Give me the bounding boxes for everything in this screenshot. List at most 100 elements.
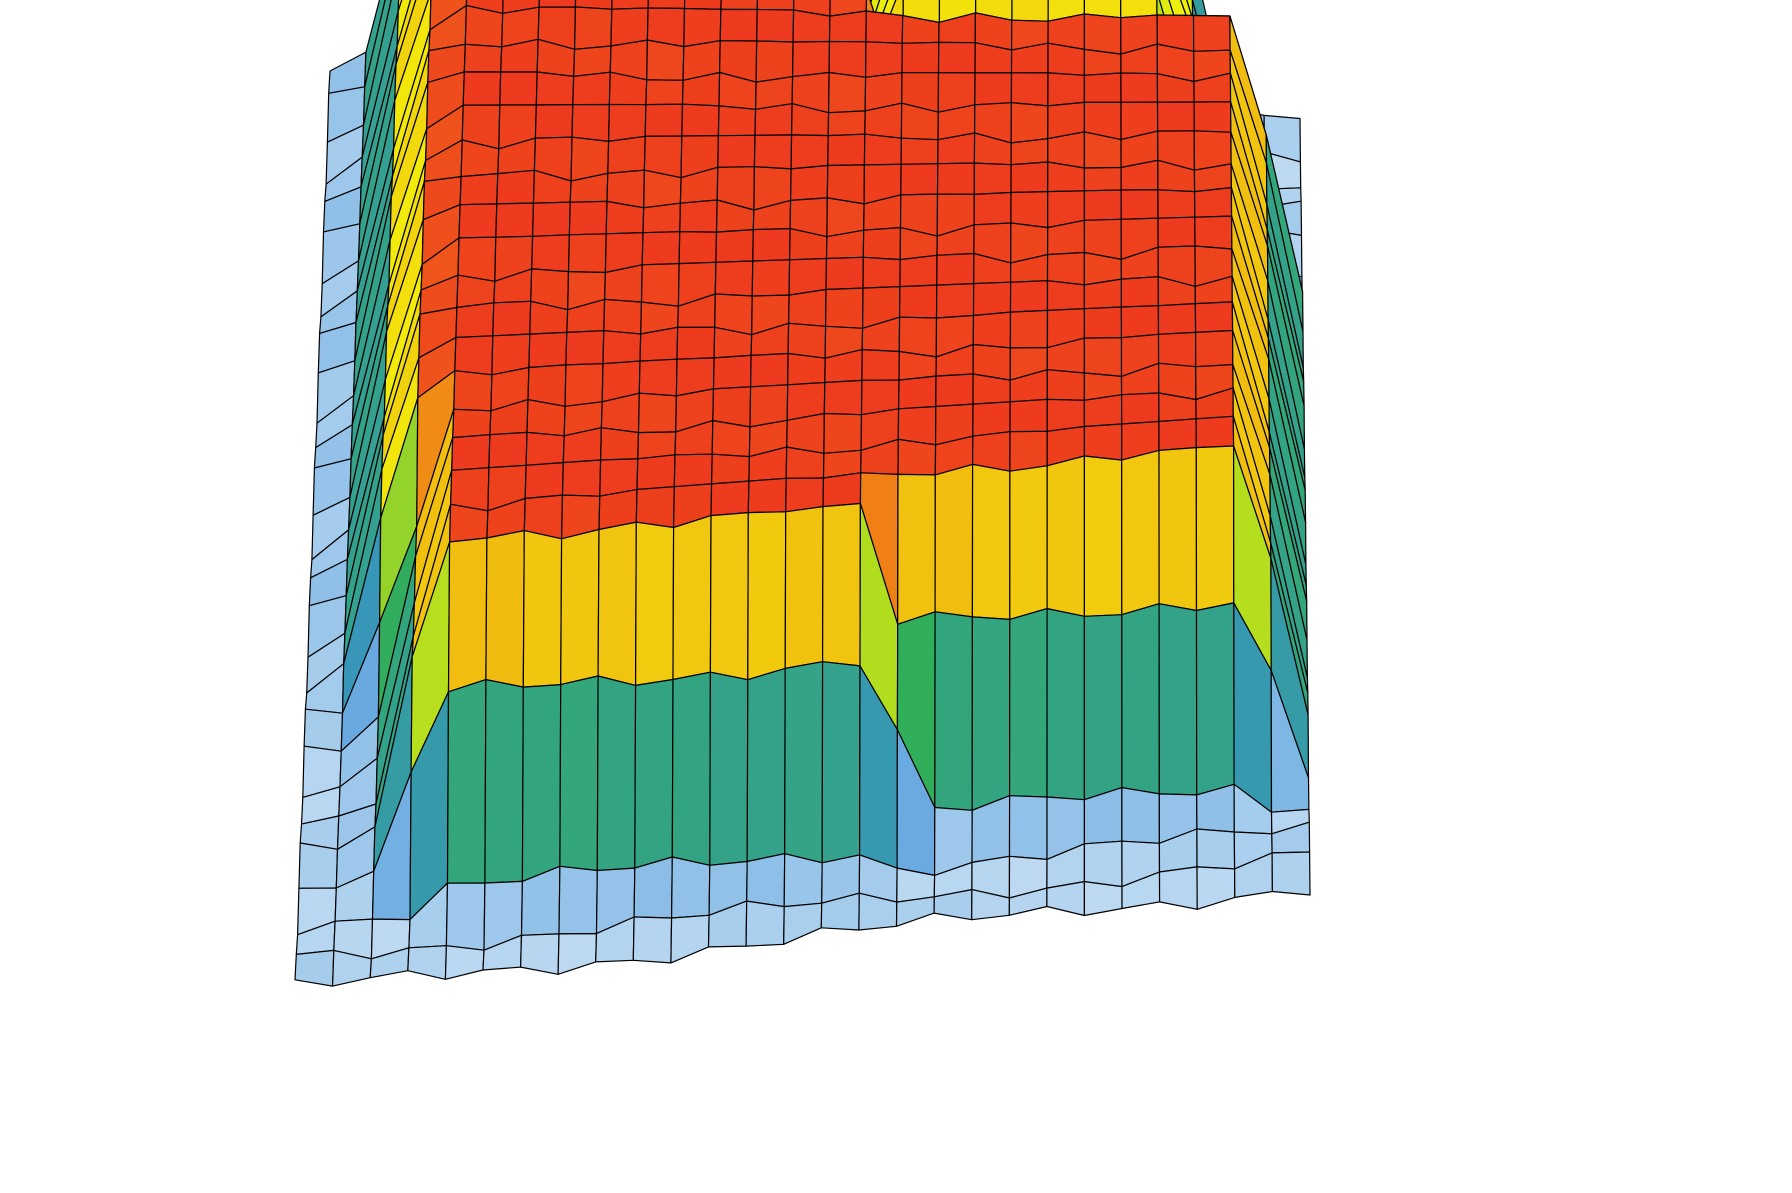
surface-cell <box>1196 866 1236 910</box>
surface-cell <box>821 502 862 667</box>
surface-cell <box>935 373 974 408</box>
surface-cell <box>641 231 681 266</box>
surface-cell <box>1121 449 1160 616</box>
surface-cell <box>1046 369 1086 401</box>
surface-cell <box>1046 398 1086 432</box>
surface-cell <box>936 162 976 195</box>
surface-cell <box>719 8 758 42</box>
surface-cell <box>753 134 793 170</box>
surface-cell <box>825 256 864 291</box>
surface-cell <box>531 234 571 273</box>
surface-cell <box>1008 607 1048 798</box>
surface-cell <box>453 370 493 412</box>
surface-cell <box>597 521 637 687</box>
surface-cell <box>788 257 828 296</box>
surface-cell <box>712 386 752 428</box>
surface-cell <box>568 200 608 236</box>
surface-cell <box>786 412 825 454</box>
surface-cell <box>712 354 752 390</box>
surface-cell <box>898 316 938 358</box>
surface-cell <box>1157 303 1197 335</box>
surface-cell <box>936 252 975 286</box>
surface-cell <box>557 932 598 975</box>
surface-cell <box>897 438 937 476</box>
surface-cell <box>784 661 824 864</box>
surface-cell <box>647 0 686 10</box>
surface-cell <box>1083 423 1123 461</box>
surface-cell <box>634 521 675 687</box>
surface-cell <box>789 164 829 201</box>
surface-cell <box>934 611 974 811</box>
surface-cell <box>1010 138 1049 166</box>
surface-cell <box>565 330 605 366</box>
surface-cell <box>1009 430 1048 472</box>
surface-cell <box>673 453 713 488</box>
surface-cell <box>1046 607 1086 801</box>
surface-cell <box>607 135 646 174</box>
surface-cell <box>457 236 497 282</box>
surface-cell <box>826 164 866 205</box>
surface-cell <box>678 231 718 265</box>
surface-cell <box>462 71 502 106</box>
surface-cell <box>531 201 571 237</box>
surface-cell <box>1158 866 1198 910</box>
surface-cell <box>1009 398 1048 433</box>
surface-cell <box>897 375 937 410</box>
surface-cell <box>756 0 795 11</box>
surface-cell <box>294 949 335 987</box>
surface-cell <box>863 133 903 166</box>
surface-cell <box>679 199 718 233</box>
surface-cell <box>1157 189 1196 219</box>
surface-cell <box>1195 415 1235 449</box>
surface-cell <box>1083 13 1122 55</box>
surface-cell <box>745 900 785 947</box>
surface-cell <box>645 79 684 106</box>
surface-cell <box>1158 418 1197 451</box>
surface-cell <box>571 103 611 142</box>
surface-cell <box>451 434 491 471</box>
surface-cell <box>458 203 498 239</box>
surface-cell <box>973 191 1012 226</box>
surface-cell <box>898 284 938 319</box>
surface-cell <box>895 896 935 927</box>
surface-cell <box>638 358 678 397</box>
surface-cell <box>749 384 789 428</box>
surface-cell <box>454 335 494 376</box>
surface-cell <box>1121 786 1161 844</box>
surface-cell <box>1158 603 1198 796</box>
surface-cell <box>484 678 524 884</box>
surface-cell <box>901 41 940 74</box>
surface-cell <box>558 865 598 935</box>
surface-cell <box>1009 280 1049 313</box>
surface-cell <box>937 41 976 74</box>
surface-cell <box>823 412 863 454</box>
surface-cell <box>1083 455 1123 617</box>
surface-cell <box>787 288 827 327</box>
surface-cell <box>1083 337 1123 377</box>
surface-cell <box>1192 14 1231 52</box>
surface-cell <box>864 41 903 78</box>
surface-cell <box>862 256 901 289</box>
surface-cell <box>1083 394 1123 428</box>
surface-cell <box>784 506 824 670</box>
surface-cell <box>633 856 673 919</box>
surface-cell <box>792 9 831 43</box>
surface-cell <box>862 227 902 261</box>
surface-cell <box>1083 840 1123 888</box>
surface-cell <box>1194 215 1233 250</box>
surface-cell <box>972 311 1012 349</box>
surface-cell <box>463 43 503 73</box>
surface-cell <box>709 671 749 866</box>
surface-cell <box>755 40 794 83</box>
surface-cell <box>298 842 339 889</box>
surface-cell <box>397 0 403 12</box>
surface-cell <box>822 472 862 508</box>
surface-cell <box>1120 392 1160 425</box>
surface-cell <box>642 202 682 234</box>
surface-cell <box>1083 614 1123 801</box>
surface-cell <box>972 401 1011 437</box>
surface-cell <box>828 10 867 43</box>
surface-cell <box>449 503 489 543</box>
surface-cell <box>1196 828 1236 870</box>
